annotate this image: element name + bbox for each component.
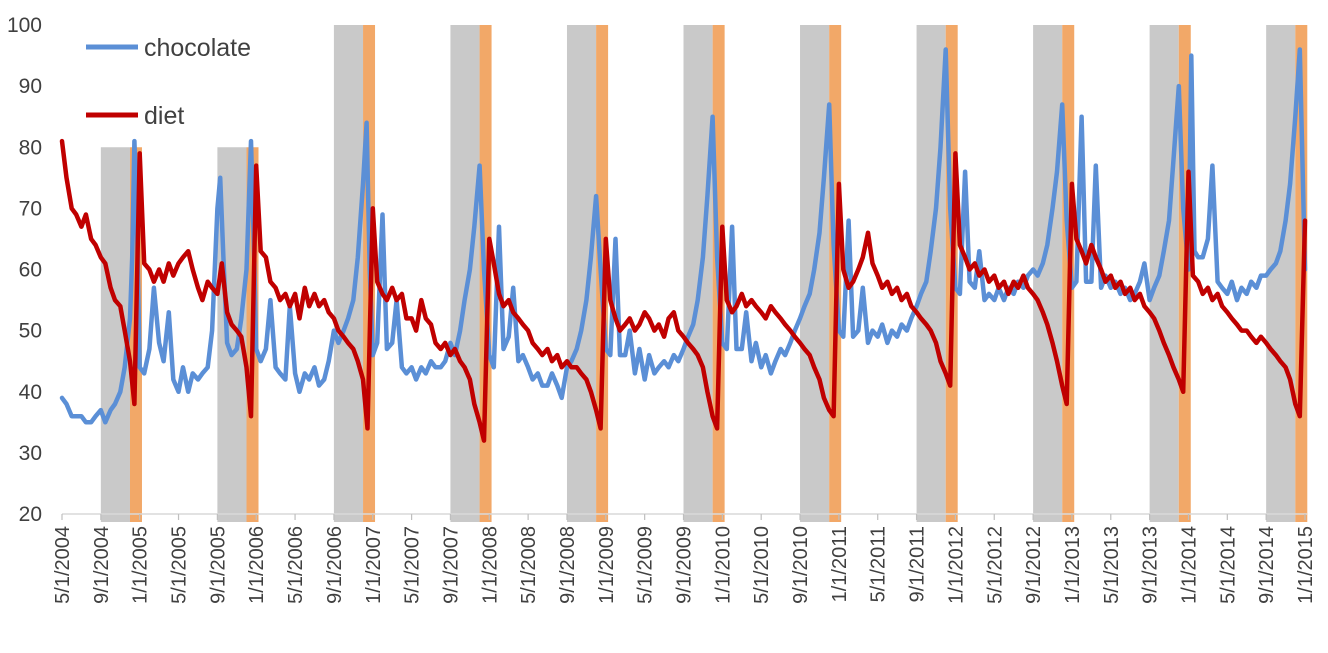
x-tick-label-13: 9/1/2008 [557,526,579,604]
x-tick-label-24: 5/1/2012 [984,526,1006,604]
x-tick-label-15: 5/1/2009 [635,526,657,604]
y-tick-label-90: 90 [19,75,42,98]
y-tick-label-50: 50 [19,320,42,343]
x-tick-label-3: 5/1/2005 [169,526,191,604]
series-lines [59,47,1308,443]
x-tick-label-25: 9/1/2012 [1023,526,1045,604]
x-tick-label-10: 9/1/2007 [440,526,462,604]
gray-band-2 [333,25,364,522]
gray-band-9 [1149,25,1179,522]
legend-label-diet: diet [144,102,184,130]
x-tick-label-2: 1/1/2005 [130,526,152,604]
y-axis: 20 30 40 50 60 70 80 90 100 [7,14,42,526]
x-tick-label-6: 5/1/2006 [285,526,307,604]
x-tick-label-26: 1/1/2013 [1062,526,1084,604]
x-tick-label-31: 9/1/2014 [1256,526,1278,604]
y-tick-label-40: 40 [19,381,42,404]
x-tick-label-14: 1/1/2009 [596,526,618,604]
y-tick-label-60: 60 [19,259,42,282]
x-tick-label-5: 1/1/2006 [246,526,268,604]
x-tick-label-1: 9/1/2004 [91,526,113,604]
legend-label-chocolate: chocolate [144,34,251,62]
x-tick-label-27: 5/1/2013 [1101,526,1123,604]
series-line-diet [59,138,1308,443]
gray-band-5 [683,25,713,522]
x-tick-label-21: 5/1/2011 [868,526,890,602]
series-line-chocolate [59,47,1308,425]
x-tick-label-7: 9/1/2006 [324,526,346,604]
x-axis: 5/1/2004 9/1/2004 1/1/2005 5/1/2005 9/1/2005… [52,513,1317,604]
season-bands [100,25,1308,522]
x-tick-label-4: 9/1/2005 [207,526,229,604]
x-tick-label-8: 1/1/2007 [363,526,385,604]
x-tick-label-22: 9/1/2011 [907,526,929,602]
gray-band-10 [1266,25,1296,522]
y-tick-label-70: 70 [19,197,42,220]
x-tick-label-17: 1/1/2010 [712,526,734,604]
x-tick-label-32: 1/1/2015 [1295,526,1317,604]
gray-band-4 [566,25,597,522]
legend: chocolate diet [86,34,251,130]
y-tick-label-80: 80 [19,136,42,159]
x-tick-label-19: 9/1/2010 [790,526,812,604]
x-tick-label-20: 1/1/2011 [829,526,851,602]
x-tick-label-11: 1/1/2008 [479,526,501,604]
x-tick-label-18: 5/1/2010 [751,526,773,604]
y-tick-label-30: 30 [19,442,42,465]
x-tick-label-0: 5/1/2004 [52,526,74,604]
x-tick-label-23: 1/1/2012 [945,526,967,604]
x-tick-label-16: 9/1/2009 [674,526,696,604]
gray-band-3 [450,25,480,522]
y-tick-label-20: 20 [19,503,42,526]
y-tick-label-100: 100 [7,14,42,37]
x-tick-label-9: 5/1/2007 [402,526,424,604]
x-tick-label-12: 5/1/2008 [518,526,540,604]
x-tick-label-28: 9/1/2013 [1140,526,1162,604]
x-tick-label-30: 5/1/2014 [1217,526,1239,604]
x-tick-label-29: 1/1/2014 [1179,526,1201,604]
